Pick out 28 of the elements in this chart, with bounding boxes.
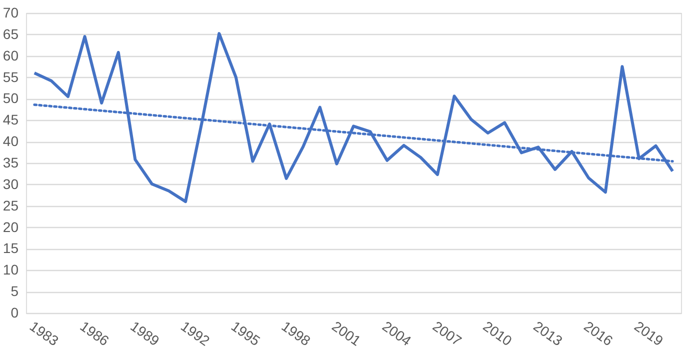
y-tick-label: 35 — [2, 154, 19, 170]
x-tick-label: 2019 — [631, 318, 666, 349]
y-tick-label: 55 — [2, 68, 19, 85]
y-tick-label: 70 — [2, 4, 19, 20]
y-tick-label: 20 — [2, 218, 19, 235]
x-tick-label: 2004 — [380, 318, 414, 349]
y-tick-label: 60 — [2, 47, 19, 64]
y-tick-label: 45 — [2, 112, 19, 128]
y-tick-label: 65 — [2, 26, 19, 42]
x-tick-label: 1983 — [26, 318, 62, 349]
y-tick-label: 50 — [2, 90, 19, 106]
x-tick-label: 1992 — [178, 318, 213, 349]
x-tick-label: 1986 — [77, 318, 112, 349]
y-tick-label: 10 — [2, 262, 19, 278]
x-tick-label: 2013 — [530, 318, 566, 349]
x-tick-label: 2007 — [430, 318, 465, 349]
x-tick-label: 1989 — [128, 318, 162, 349]
line-series — [32, 32, 674, 204]
x-tick-label: 1995 — [228, 318, 264, 349]
x-tick-label: 2016 — [581, 318, 616, 349]
y-tick-label: 0 — [10, 304, 19, 320]
x-tick-label: 1998 — [278, 318, 314, 349]
x-tick-label: 2010 — [480, 318, 516, 349]
y-tick-label: 25 — [2, 197, 19, 214]
y-tick-label: 30 — [2, 176, 19, 192]
y-tick-label: 5 — [10, 283, 19, 300]
y-tick-label: 40 — [2, 133, 19, 150]
y-tick-label: 15 — [2, 240, 19, 256]
